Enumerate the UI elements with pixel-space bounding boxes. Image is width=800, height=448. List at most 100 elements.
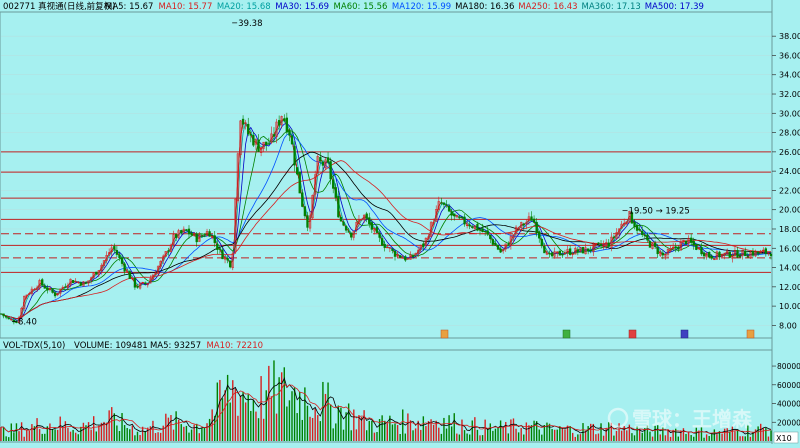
candle-body — [205, 231, 209, 236]
candle-body — [754, 250, 757, 257]
candle-body — [435, 209, 438, 222]
candle-body — [113, 246, 116, 250]
volume-tick-label: 40000 — [777, 400, 800, 409]
price-tick-label: 28.00 — [779, 129, 800, 138]
candle-body — [74, 280, 77, 283]
candle-body — [540, 238, 543, 247]
candle-body — [432, 221, 435, 224]
event-markers[interactable] — [440, 329, 755, 339]
candle-body — [677, 246, 680, 250]
event-marker-2[interactable] — [562, 329, 571, 339]
xueqiu-logo-icon — [607, 407, 629, 429]
candle-body — [615, 232, 618, 239]
candle-body — [365, 213, 368, 219]
event-marker-1[interactable] — [440, 329, 449, 339]
candle-body — [370, 222, 373, 230]
price-panel[interactable] — [0, 11, 773, 339]
volume-tick-label: 80000 — [777, 362, 800, 371]
candle-body — [483, 230, 487, 233]
candle-body — [84, 282, 88, 284]
candle-body — [213, 235, 216, 243]
candle-body — [306, 215, 309, 228]
candle-body — [280, 116, 283, 125]
candle-body — [404, 256, 407, 261]
candle-body — [633, 221, 636, 227]
candle-body — [599, 243, 603, 247]
event-marker-3[interactable] — [628, 329, 637, 339]
candle-body — [617, 228, 621, 235]
candle-body — [414, 253, 417, 256]
candle-body — [190, 232, 193, 236]
candle-body — [568, 248, 572, 255]
candle-body — [182, 228, 185, 233]
price-annotation: 19.50 → 19.25 — [629, 207, 690, 217]
price-annotations: 39.38 8.40 19.50 → 19.25 — [11, 19, 690, 328]
ma-legend-item: MA180: 16.36 — [455, 2, 514, 12]
candle-body — [708, 251, 711, 258]
candle-body — [705, 253, 708, 258]
corner-label: X10 — [776, 434, 792, 443]
candle-body — [697, 247, 701, 249]
corner-label-box[interactable] — [773, 431, 799, 444]
candle-body — [514, 226, 518, 235]
candle-body — [751, 251, 755, 256]
candle-body — [97, 270, 101, 275]
candle-body — [174, 234, 178, 238]
candle-body — [298, 171, 301, 194]
ma-legend-item: MA10: 15.77 — [159, 2, 213, 12]
candle-body — [362, 214, 366, 219]
candle-body — [198, 234, 201, 242]
event-marker-5[interactable] — [746, 329, 755, 339]
candle-body — [710, 255, 713, 259]
candle-body — [254, 139, 258, 145]
candle-body — [731, 256, 734, 259]
candle-body — [10, 319, 13, 321]
candle-body — [532, 218, 536, 223]
candle-body — [538, 231, 541, 239]
candle-body — [509, 236, 513, 246]
stock-title: 002771 真视通(日线,前复权) — [3, 1, 116, 12]
candle-body — [527, 216, 531, 221]
candle-body — [357, 219, 361, 224]
volume-panel[interactable] — [0, 349, 773, 443]
price-tick-label: 30.00 — [779, 109, 800, 118]
candle-body — [262, 141, 265, 149]
candle-body — [749, 252, 752, 259]
candle-body — [355, 222, 358, 230]
candle-body — [332, 179, 335, 189]
candle-body — [288, 129, 291, 136]
candle-body — [648, 241, 652, 248]
candle-body — [499, 248, 502, 253]
candle-body — [512, 234, 515, 239]
volume-ma-line — [0, 377, 772, 435]
candle-body — [635, 224, 639, 231]
candle-body — [252, 135, 255, 146]
candle-body — [334, 187, 337, 198]
candle-body — [429, 222, 433, 237]
candle-body — [574, 247, 577, 255]
candle-body — [690, 237, 693, 243]
candle-body — [491, 239, 495, 245]
candle-body — [455, 215, 458, 218]
price-tick-label: 38.00 — [779, 32, 800, 41]
candle-body — [692, 240, 695, 246]
candle-body — [594, 243, 598, 245]
candle-body — [563, 252, 567, 254]
candle-body — [440, 202, 443, 204]
candle-body — [339, 217, 343, 222]
candle-body — [296, 167, 299, 175]
event-marker-4[interactable] — [680, 329, 689, 339]
candle-body — [149, 278, 152, 284]
candle-body — [270, 133, 273, 143]
candle-body — [476, 223, 479, 231]
candle-body — [522, 223, 525, 226]
candle-body — [244, 122, 247, 124]
candle-body — [293, 146, 296, 166]
candle-body — [169, 244, 173, 252]
candle-body — [216, 243, 219, 250]
candle-body — [746, 256, 749, 258]
candle-body — [762, 249, 765, 251]
candle-body — [203, 235, 206, 237]
candle-body — [427, 236, 430, 239]
